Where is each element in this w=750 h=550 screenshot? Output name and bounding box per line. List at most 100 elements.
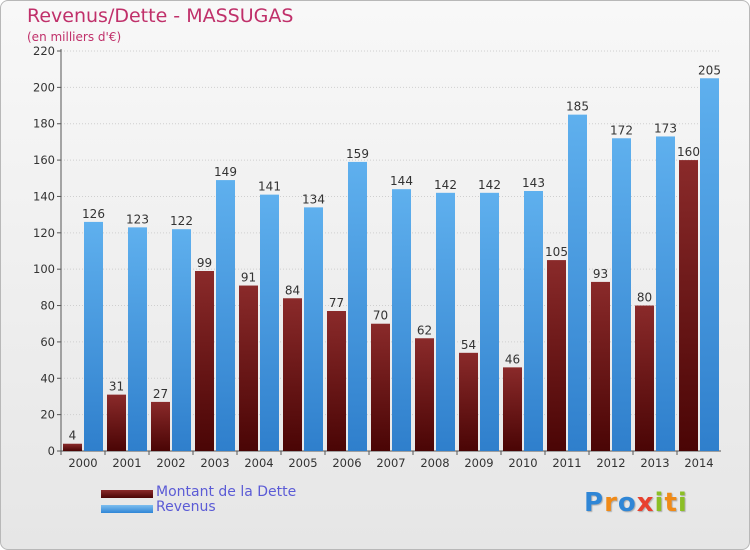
- x-tick-label: 2012: [596, 456, 625, 470]
- logo-letter: P: [584, 488, 605, 518]
- x-tick-label: 2010: [508, 456, 537, 470]
- bar-dette: [63, 443, 82, 451]
- bar-revenus: [128, 227, 147, 451]
- logo-letter: o: [617, 488, 637, 518]
- legend-swatch-revenus: [101, 505, 153, 513]
- value-label-dette: 4: [69, 429, 77, 443]
- value-label-revenus: 172: [610, 123, 633, 137]
- logo-letter: i: [654, 488, 665, 518]
- bar-revenus: [172, 229, 191, 451]
- y-tick-label: 80: [40, 299, 55, 313]
- y-tick-label: 200: [33, 80, 55, 94]
- bar-dette: [591, 281, 610, 451]
- y-tick-label: 120: [33, 226, 55, 240]
- bar-dette: [415, 338, 434, 451]
- bar-revenus: [260, 194, 279, 452]
- value-label-dette: 105: [545, 245, 568, 259]
- value-label-revenus: 173: [654, 121, 677, 135]
- value-label-dette: 160: [677, 145, 700, 159]
- bar-revenus: [304, 207, 323, 451]
- bar-dette: [327, 311, 346, 451]
- legend-label-dette: Montant de la Dette: [156, 484, 297, 500]
- value-label-dette: 31: [109, 380, 124, 394]
- value-label-dette: 77: [329, 296, 344, 310]
- bar-revenus: [656, 136, 675, 452]
- y-tick-label: 0: [48, 444, 55, 458]
- logo-letter: i: [677, 488, 688, 518]
- x-tick-label: 2013: [640, 456, 669, 470]
- bar-dette: [151, 401, 170, 451]
- bar-revenus: [348, 161, 367, 451]
- logo-letter: r: [604, 488, 618, 518]
- value-label-revenus: 205: [698, 63, 721, 77]
- bar-revenus: [524, 191, 543, 451]
- bar-dette: [371, 323, 390, 451]
- value-label-revenus: 142: [478, 178, 501, 192]
- bar-dette: [503, 367, 522, 451]
- x-tick-label: 2007: [376, 456, 405, 470]
- bar-revenus: [392, 189, 411, 451]
- x-tick-label: 2005: [288, 456, 317, 470]
- logo-letter: x: [636, 488, 655, 518]
- value-label-revenus: 159: [346, 147, 369, 161]
- x-tick-label: 2000: [68, 456, 97, 470]
- y-tick-label: 220: [33, 44, 55, 58]
- x-tick-label: 2014: [684, 456, 713, 470]
- value-label-revenus: 149: [214, 165, 237, 179]
- bar-revenus: [84, 221, 103, 451]
- value-label-dette: 84: [285, 283, 300, 297]
- bar-dette: [679, 160, 698, 451]
- value-label-dette: 54: [461, 338, 476, 352]
- y-tick-label: 60: [40, 335, 55, 349]
- bar-revenus: [216, 180, 235, 451]
- value-label-dette: 70: [373, 309, 388, 323]
- bar-dette: [547, 260, 566, 451]
- value-label-revenus: 134: [302, 192, 325, 206]
- bar-dette: [239, 285, 258, 451]
- x-tick-label: 2006: [332, 456, 361, 470]
- value-label-dette: 27: [153, 387, 168, 401]
- value-label-dette: 80: [637, 291, 652, 305]
- chart-title: Revenus/Dette - MASSUGAS: [27, 5, 294, 27]
- y-tick-label: 20: [40, 408, 55, 422]
- value-label-revenus: 141: [258, 180, 281, 194]
- y-tick-label: 140: [33, 189, 55, 203]
- bar-revenus: [612, 138, 631, 452]
- x-tick-label: 2003: [200, 456, 229, 470]
- value-label-revenus: 123: [126, 212, 149, 226]
- proxiti-logo: Proxiti: [584, 488, 688, 518]
- value-label-dette: 99: [197, 256, 212, 270]
- x-tick-label: 2001: [112, 456, 141, 470]
- x-tick-label: 2009: [464, 456, 493, 470]
- bar-revenus: [480, 192, 499, 451]
- value-label-revenus: 126: [82, 207, 105, 221]
- legend-label-revenus: Revenus: [156, 499, 216, 515]
- value-label-dette: 46: [505, 352, 520, 366]
- x-tick-label: 2004: [244, 456, 273, 470]
- value-label-revenus: 144: [390, 174, 413, 188]
- bar-revenus: [436, 192, 455, 451]
- value-label-revenus: 142: [434, 178, 457, 192]
- bar-dette: [283, 298, 302, 451]
- value-label-dette: 93: [593, 267, 608, 281]
- bar-dette: [459, 352, 478, 451]
- bar-dette: [195, 271, 214, 451]
- value-label-dette: 62: [417, 323, 432, 337]
- y-tick-label: 100: [33, 262, 55, 276]
- value-label-revenus: 185: [566, 100, 589, 114]
- value-label-revenus: 122: [170, 214, 193, 228]
- value-label-dette: 91: [241, 271, 256, 285]
- x-tick-label: 2011: [552, 456, 581, 470]
- y-tick-label: 160: [33, 153, 55, 167]
- bar-dette: [107, 394, 126, 451]
- bar-revenus: [568, 114, 587, 452]
- logo-letter: t: [664, 488, 678, 518]
- x-tick-label: 2008: [420, 456, 449, 470]
- bar-dette: [635, 305, 654, 451]
- y-tick-label: 180: [33, 117, 55, 131]
- chart-subtitle: (en milliers d'€): [27, 30, 122, 44]
- y-tick-label: 40: [40, 371, 55, 385]
- x-tick-label: 2002: [156, 456, 185, 470]
